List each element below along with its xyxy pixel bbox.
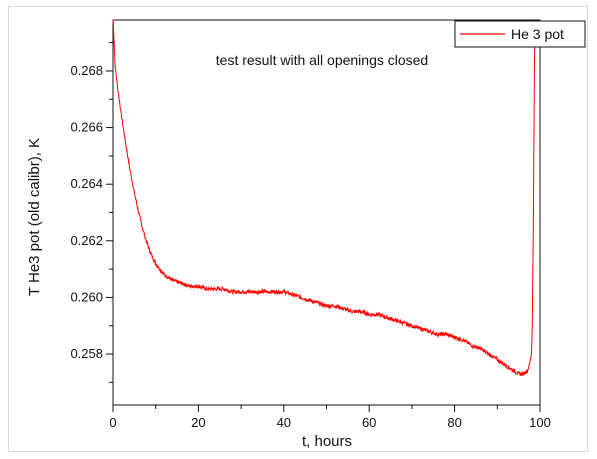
y-tick-label: 0.268 (70, 63, 103, 78)
chart-annotation: test result with all openings closed (216, 52, 428, 68)
legend-label: He 3 pot (511, 26, 564, 42)
x-tick-label: 0 (109, 415, 116, 430)
y-axis-ticks (106, 42, 113, 383)
y-tick-label: 0.262 (70, 233, 103, 248)
legend: He 3 pot (454, 20, 586, 48)
x-tick-label: 20 (191, 415, 205, 430)
y-tick-label: 0.266 (70, 120, 103, 135)
x-tick-label: 40 (277, 415, 291, 430)
x-axis-tick-labels: 0 20 40 60 80 100 (109, 415, 550, 430)
x-tick-label: 100 (529, 415, 551, 430)
x-axis-ticks (112, 405, 541, 412)
chart-frame: 0.258 0.260 0.262 0.264 0.266 0.268 0 20 40 60 80… (8, 6, 588, 452)
series-line-he3-pot (112, 19, 536, 377)
y-axis-title: T He3 pot (old calibr), K (26, 138, 43, 296)
x-tick-label: 60 (362, 415, 376, 430)
y-tick-label: 0.260 (70, 289, 103, 304)
y-tick-label: 0.258 (70, 346, 103, 361)
x-axis-title: t, hours (302, 433, 352, 450)
series-layer (112, 19, 536, 377)
x-tick-label: 80 (447, 415, 461, 430)
line-chart: 0.258 0.260 0.262 0.264 0.266 0.268 0 20 40 60 80… (26, 19, 586, 450)
y-axis-tick-labels: 0.258 0.260 0.262 0.264 0.266 0.268 (70, 63, 103, 361)
plot-area (112, 19, 541, 406)
y-tick-label: 0.264 (70, 176, 103, 191)
